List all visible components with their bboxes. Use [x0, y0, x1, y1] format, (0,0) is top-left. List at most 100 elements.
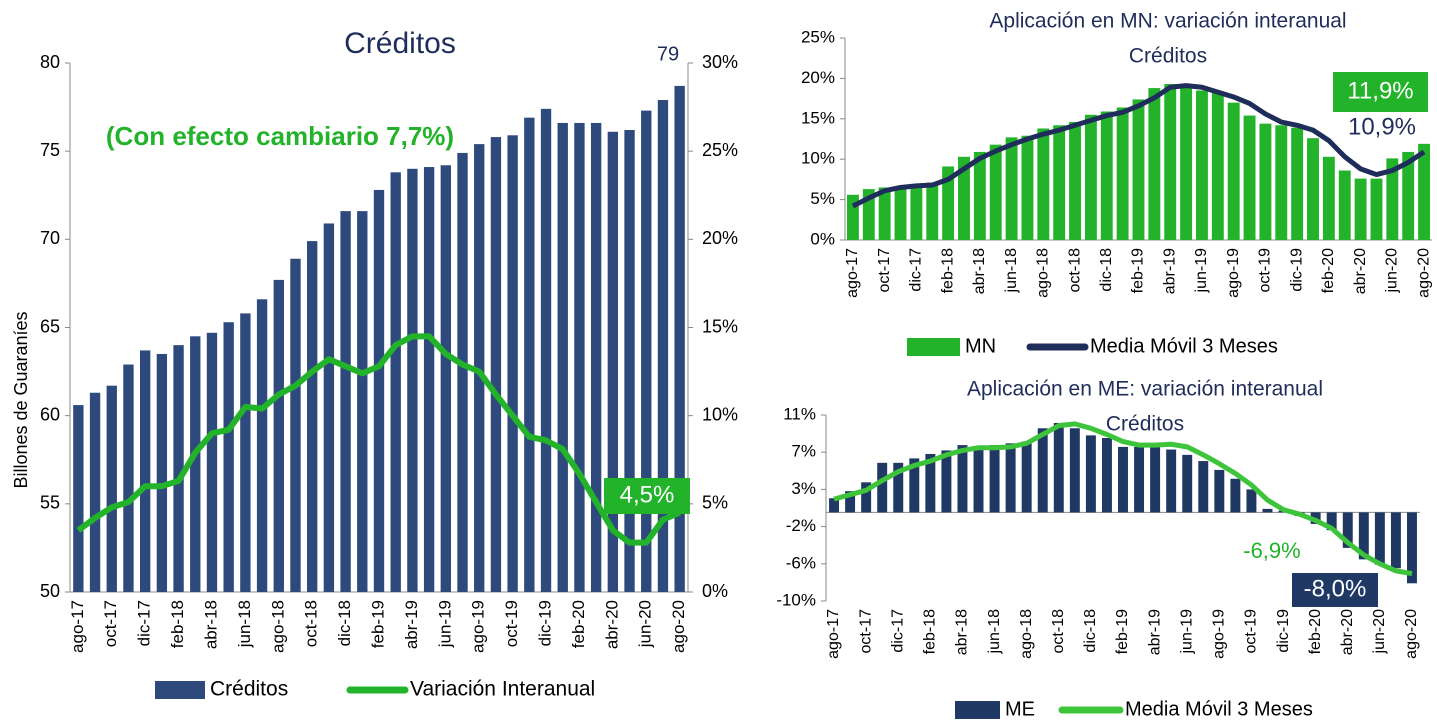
y-tick-label: 0% [810, 229, 835, 248]
x-tick-label: ago-18 [268, 600, 287, 653]
x-tick-label: abr-20 [1339, 609, 1356, 655]
bar [1118, 446, 1128, 513]
x-tick-label: jun-18 [986, 609, 1003, 655]
x-tick-label: jun-19 [1178, 609, 1195, 655]
y-tick-label: 3% [791, 479, 816, 498]
bar [206, 332, 218, 592]
x-tick-label: feb-19 [368, 600, 387, 648]
bar [1005, 443, 1016, 513]
y-tick-label: 11% [783, 404, 816, 423]
x-tick-label: feb-19 [1130, 248, 1147, 293]
legend-label: Variación Interanual [410, 678, 595, 701]
y-tick-label: 10% [801, 149, 835, 168]
line [76, 333, 681, 546]
bar [373, 189, 385, 592]
bar [957, 445, 968, 513]
bar [1084, 114, 1097, 240]
bar [390, 172, 401, 592]
annotation: 11,9% [1347, 77, 1413, 104]
x-tick-label: abr-19 [402, 600, 421, 649]
bar [139, 350, 151, 592]
legend-label: Créditos [210, 678, 288, 701]
bar [524, 117, 535, 592]
bar [1370, 178, 1383, 240]
x-tick-label: feb-20 [569, 600, 588, 648]
bar [1230, 478, 1241, 513]
y-tick-label: -2% [786, 516, 816, 535]
x-tick-label: dic-18 [335, 600, 354, 646]
bar [989, 144, 1002, 240]
y-tick-label: 80 [40, 52, 60, 72]
x-tick-label: ago-17 [68, 600, 87, 653]
chart-title: Créditos [344, 27, 456, 60]
x-tick-label: ago-19 [1225, 248, 1242, 298]
bar [1243, 115, 1256, 240]
bar [1326, 512, 1337, 531]
bar [89, 392, 101, 592]
bar [1214, 469, 1225, 513]
bar [1053, 125, 1066, 240]
x-tick-label: dic-17 [135, 600, 154, 646]
bar [1101, 438, 1112, 513]
bar [490, 137, 502, 592]
bar [1150, 446, 1161, 513]
x-tick-label: dic-17 [889, 609, 906, 653]
y-tick-label: 5% [810, 189, 835, 208]
annotation: -8,0% [1304, 575, 1367, 602]
annotation: 79 [657, 43, 679, 65]
y-tick-label: 25% [801, 27, 835, 46]
bar [607, 131, 619, 592]
x-tick-label: jun-18 [1003, 248, 1020, 294]
chart-subtitle: Créditos [1129, 45, 1207, 68]
bar [973, 448, 984, 513]
x-tick-label: abr-20 [602, 600, 621, 649]
x-tick-label: feb-19 [1114, 609, 1131, 654]
bar [942, 166, 955, 240]
bar [1069, 122, 1081, 240]
annotation-box [1333, 72, 1428, 112]
bar [223, 322, 234, 592]
bar [1358, 512, 1369, 560]
x-tick-label: dic-19 [1275, 609, 1292, 653]
bar [340, 211, 351, 592]
annotation-box [1292, 573, 1378, 607]
bar [926, 182, 939, 240]
y-tick-label: 55 [40, 493, 60, 513]
bar [893, 462, 904, 513]
bar [862, 189, 875, 240]
bar [624, 130, 635, 593]
bar [1246, 489, 1257, 513]
bar [357, 211, 368, 592]
x-tick-label: dic-17 [908, 248, 925, 292]
legend-label: Media Móvil 3 Meses [1125, 698, 1313, 720]
bar [861, 482, 872, 513]
x-tick-label: abr-18 [954, 609, 971, 655]
bar [1180, 86, 1193, 240]
x-tick-label: oct-19 [502, 600, 521, 647]
bar [423, 167, 435, 592]
chart-title: Aplicación en MN: variación interanual [989, 10, 1346, 33]
bar [123, 364, 134, 592]
y-tick-label: -10% [776, 590, 816, 609]
bar [1390, 512, 1401, 569]
bar [190, 336, 201, 592]
bar [845, 491, 856, 513]
bar [910, 185, 923, 240]
bar [1182, 454, 1193, 513]
x-tick-label: dic-18 [1098, 248, 1115, 292]
annotation: 4,5% [620, 481, 675, 508]
bar [1116, 107, 1129, 240]
bar [878, 187, 891, 240]
bar [1259, 123, 1272, 240]
bar [1198, 461, 1209, 513]
bar [474, 144, 485, 592]
x-tick-label: oct-17 [876, 248, 893, 293]
bar [846, 194, 859, 240]
x-tick-label: oct-18 [302, 600, 321, 647]
x-tick-label: feb-18 [168, 600, 187, 648]
x-tick-label: feb-18 [922, 609, 939, 654]
bar [1005, 137, 1018, 240]
x-tick-label: ago-18 [1018, 609, 1035, 659]
legend-swatch [155, 681, 205, 699]
bar [1307, 138, 1319, 240]
